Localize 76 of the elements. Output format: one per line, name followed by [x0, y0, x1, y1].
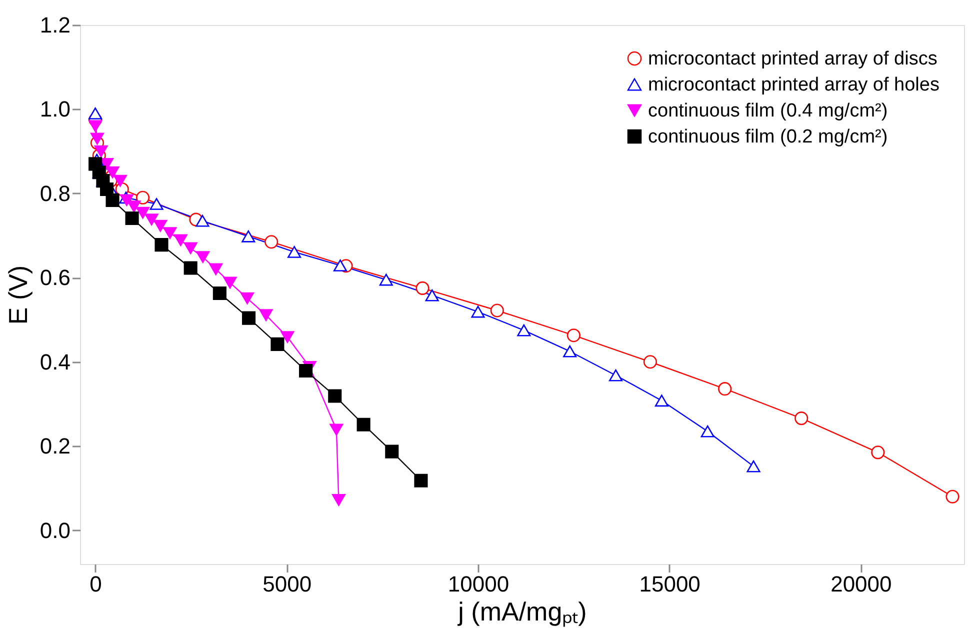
point	[385, 444, 399, 458]
point	[746, 460, 760, 472]
y-tick-label: 0.8	[40, 180, 70, 206]
point	[946, 490, 960, 504]
point	[871, 446, 885, 460]
point	[209, 263, 223, 276]
point	[242, 311, 256, 325]
y-axis-title: E (V)	[2, 265, 33, 325]
point	[700, 425, 714, 438]
point	[150, 198, 164, 210]
point	[288, 246, 302, 258]
point	[259, 309, 273, 322]
y-tick-label: 0.0	[40, 518, 70, 543]
point	[174, 234, 188, 246]
point	[566, 328, 580, 342]
x-tick-label: 15000	[639, 572, 700, 596]
point	[94, 145, 108, 158]
point	[280, 331, 294, 343]
point	[379, 274, 393, 286]
point	[425, 289, 439, 302]
legend-label: microcontact printed array of discs	[648, 48, 938, 70]
point	[154, 220, 168, 232]
point	[212, 286, 226, 300]
point	[163, 227, 177, 239]
point	[517, 324, 531, 336]
point	[264, 235, 278, 249]
point	[106, 193, 120, 207]
legend-label: microcontact printed array of holes	[648, 74, 940, 96]
x-tick-label: 5000	[262, 572, 312, 596]
point	[242, 230, 256, 242]
point	[328, 389, 342, 403]
point	[127, 200, 141, 212]
point	[113, 174, 127, 187]
x-axis-title: j (mA/mgₚₜ)	[457, 596, 587, 628]
point	[136, 206, 150, 219]
point	[88, 120, 102, 132]
point	[154, 238, 168, 252]
point	[270, 337, 284, 351]
point	[88, 107, 102, 120]
point	[330, 424, 344, 436]
legend-label: continuous film (0.2 mg/cm²)	[648, 126, 888, 148]
point	[90, 132, 104, 145]
y-tick-label: 0.6	[40, 265, 70, 290]
point	[356, 418, 370, 432]
point	[223, 276, 237, 289]
point	[125, 212, 139, 226]
y-tick-label: 0.4	[40, 349, 70, 374]
x-tick-label: 10000	[448, 572, 510, 596]
point	[332, 494, 346, 506]
point	[794, 412, 808, 426]
y-tick-label: 1.0	[40, 96, 70, 122]
y-tick-label: 1.2	[40, 12, 70, 38]
point	[718, 382, 732, 396]
point	[144, 214, 158, 226]
point	[490, 304, 504, 318]
point	[563, 345, 577, 358]
x-tick-label: 20000	[830, 572, 892, 596]
point	[608, 369, 623, 382]
point	[136, 190, 150, 204]
point	[196, 251, 210, 263]
point	[471, 306, 485, 318]
point	[184, 242, 198, 254]
point	[184, 261, 198, 275]
point	[196, 214, 210, 227]
point	[414, 474, 428, 488]
point	[299, 364, 313, 378]
point	[654, 394, 668, 407]
point	[643, 355, 657, 369]
legend-label: continuous film (0.4 mg/cm²)	[648, 100, 888, 122]
x-tick-label: 0	[90, 572, 102, 596]
point	[240, 292, 254, 304]
point	[120, 194, 134, 206]
point	[333, 259, 347, 272]
point	[416, 281, 430, 295]
y-tick-label: 0.2	[40, 434, 70, 459]
point	[106, 166, 120, 178]
